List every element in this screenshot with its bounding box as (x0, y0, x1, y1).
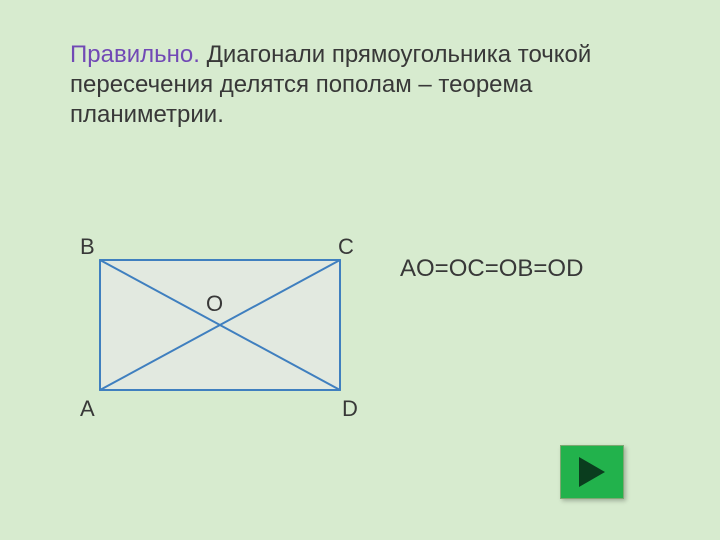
explanation-text: Правильно. Диагонали прямоугольника точк… (70, 40, 625, 130)
heading: Правильно. (70, 41, 200, 68)
equality-equation: AO=OC=OB=OD (400, 255, 583, 283)
rectangle-diagonals-diagram: B C A D O (70, 230, 360, 430)
vertex-label-A: A (80, 396, 95, 422)
diagram-svg (70, 230, 360, 430)
play-icon (577, 455, 607, 489)
vertex-label-B: B (80, 234, 95, 260)
vertex-label-D: D (342, 396, 358, 422)
vertex-label-O: O (206, 291, 223, 317)
next-button[interactable] (560, 445, 624, 499)
vertex-label-C: C (338, 234, 354, 260)
slide: Правильно. Диагонали прямоугольника точк… (0, 0, 720, 540)
